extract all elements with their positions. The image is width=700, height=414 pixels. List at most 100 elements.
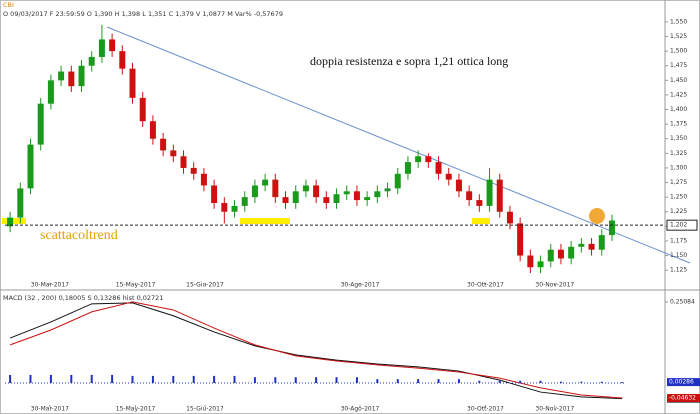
candle-body <box>557 249 564 259</box>
candle-body <box>88 56 95 66</box>
y-tick-label: 1,250 <box>670 194 687 201</box>
y-tick-label: 1,425 <box>670 91 687 98</box>
candle-body <box>282 197 289 203</box>
candle-body <box>241 197 248 206</box>
candle-body <box>506 211 513 224</box>
macd-line <box>9 302 623 400</box>
candle-body <box>37 103 44 145</box>
candle-body <box>455 179 462 192</box>
candle-body <box>180 156 187 168</box>
end-label-box <box>667 378 700 387</box>
candle-body <box>58 71 65 81</box>
candle-body <box>466 191 473 201</box>
plot: 1,1251,1501,1751,2001,2251,2501,2751,300… <box>5 18 700 413</box>
x-tick-label: 30-Nov-2017 <box>535 406 574 413</box>
candle-body <box>588 243 595 250</box>
candle-body <box>231 205 238 212</box>
candle-body <box>272 179 279 198</box>
y-tick-label: 1,225 <box>670 208 687 215</box>
y-tick-label: 1,475 <box>670 62 687 69</box>
x-tick-label: 15-May-2017 <box>116 406 156 413</box>
level-label: 1,202 <box>670 222 687 229</box>
candle-body <box>517 223 524 256</box>
candle-body <box>496 179 503 212</box>
x-tick-label: 15-May-2017 <box>116 282 156 289</box>
candle-body <box>374 191 381 198</box>
annotation: doppia resistenza e sopra 1,21 ottica lo… <box>310 54 508 68</box>
candle-body <box>537 261 544 268</box>
candle-body <box>98 39 105 57</box>
candle-body <box>353 191 360 201</box>
x-tick-label: 30-Nov-2017 <box>535 282 574 289</box>
candle-body <box>160 138 167 151</box>
x-tick-label: 30-Ott-2017 <box>467 406 504 413</box>
x-tick-label: 30-Ott-2017 <box>467 282 504 289</box>
candle-body <box>139 97 146 122</box>
y-tick-label: 1,500 <box>670 48 687 55</box>
macd-header: MACD (32 , 200) 0,18005 S 0,13286 hist 0… <box>3 294 163 302</box>
symbol: CBI <box>3 1 14 9</box>
y-tick-label: 1,350 <box>670 135 687 142</box>
candle-body <box>149 121 156 139</box>
support-zone <box>240 218 290 224</box>
candle-body <box>547 249 554 262</box>
x-tick-label: 30-Mar-2017 <box>31 406 69 413</box>
candle-body <box>262 179 269 186</box>
candle-body <box>170 150 177 157</box>
candle-body <box>486 179 493 206</box>
y-tick-label: 0,25084 <box>670 298 695 305</box>
candle-body <box>527 255 534 268</box>
end-label: -0,04632 <box>669 394 696 401</box>
y-tick-label: 1,300 <box>670 164 687 171</box>
candle-body <box>200 173 207 186</box>
candle-body <box>435 162 442 174</box>
candle-body <box>323 197 330 203</box>
candle-body <box>598 235 605 250</box>
candle-body <box>78 65 85 87</box>
x-tick-label: 30-Ago-2017 <box>341 282 380 289</box>
candle-body <box>251 185 258 198</box>
candle-body <box>333 194 340 203</box>
candle-body <box>302 185 309 192</box>
candle-body <box>384 188 391 192</box>
candle-body <box>445 173 452 180</box>
candle-body <box>68 71 75 87</box>
y-tick-label: 1,375 <box>670 121 687 128</box>
y-tick-label: 1,275 <box>670 179 687 186</box>
candle-body <box>7 217 14 227</box>
y-tick-label: 1,125 <box>670 267 687 274</box>
candle-body <box>190 167 197 174</box>
candle-body <box>608 220 615 236</box>
x-tick-label: 30-Mar-2017 <box>31 282 69 289</box>
candle-body <box>343 191 350 195</box>
candle-body <box>221 202 228 212</box>
candle-body <box>364 197 371 201</box>
candle-body <box>47 80 54 104</box>
candle-body <box>292 191 299 203</box>
candle-body <box>17 188 24 218</box>
candle-body <box>404 162 411 174</box>
candle-body <box>109 39 116 52</box>
candle-body <box>27 144 34 189</box>
candle-body <box>211 185 218 203</box>
y-tick-label: 1,450 <box>670 77 687 84</box>
end-label: 0,00286 <box>669 379 694 386</box>
highlight-marker <box>589 208 605 224</box>
y-tick-label: 1,525 <box>670 33 687 40</box>
watermark: scattacoltrend <box>40 228 118 243</box>
support-zone <box>2 218 26 224</box>
candle-body <box>119 51 126 69</box>
y-tick-label: 1,175 <box>670 237 687 244</box>
candle-body <box>425 156 432 163</box>
candle-body <box>313 185 320 198</box>
candle-body <box>578 243 585 247</box>
candle-body <box>415 156 422 163</box>
end-label-box <box>667 393 700 402</box>
y-tick-label: 1,550 <box>670 18 687 25</box>
candle-body <box>568 246 575 259</box>
y-tick-label: 1,400 <box>670 106 687 113</box>
candle-body <box>476 200 483 206</box>
candle-body <box>394 173 401 189</box>
x-tick-label: 15-Giu-2017 <box>186 282 224 289</box>
